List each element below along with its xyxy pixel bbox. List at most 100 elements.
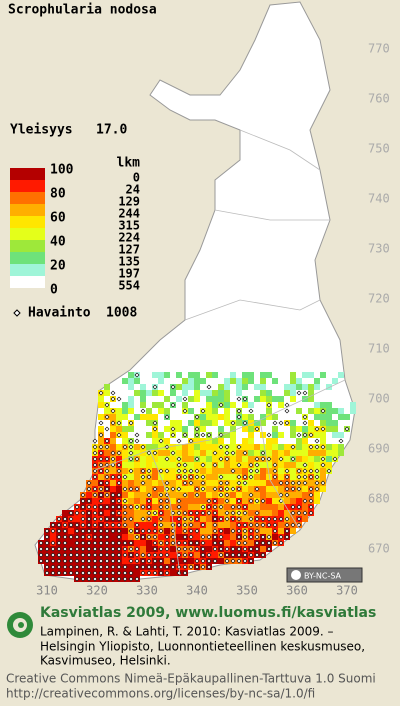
observation-marker xyxy=(116,558,122,564)
observation-marker xyxy=(86,546,92,552)
observation-marker xyxy=(212,522,218,528)
grid-cell xyxy=(332,450,338,456)
grid-cell xyxy=(266,498,272,504)
observation-marker xyxy=(254,534,260,540)
observation-marker xyxy=(194,456,200,462)
grid-cell xyxy=(98,414,104,420)
grid-cell xyxy=(260,486,266,492)
grid-cell xyxy=(140,456,146,462)
grid-cell xyxy=(140,510,146,516)
observation-marker xyxy=(50,558,56,564)
observation-marker xyxy=(152,420,158,426)
grid-cell xyxy=(236,468,242,474)
grid-cell xyxy=(248,456,254,462)
observation-marker xyxy=(176,498,182,504)
observation-marker xyxy=(242,504,248,510)
observation-marker xyxy=(182,396,188,402)
observation-marker xyxy=(236,510,242,516)
grid-cell xyxy=(230,522,236,528)
observation-marker xyxy=(98,450,104,456)
grid-cell xyxy=(194,450,200,456)
observation-marker xyxy=(86,504,92,510)
grid-cell xyxy=(158,444,164,450)
observation-marker xyxy=(68,558,74,564)
grid-cell xyxy=(122,432,128,438)
grid-cell xyxy=(212,474,218,480)
observation-label: Havainto xyxy=(28,306,91,321)
observation-marker xyxy=(164,546,170,552)
observation-marker xyxy=(230,528,236,534)
observation-marker xyxy=(98,504,104,510)
grid-cell xyxy=(152,432,158,438)
grid-cell xyxy=(206,546,212,552)
grid-cell xyxy=(128,492,134,498)
grid-cell xyxy=(314,450,320,456)
observation-marker xyxy=(254,426,260,432)
grid-cell xyxy=(188,444,194,450)
grid-cell xyxy=(110,438,116,444)
grid-cell xyxy=(194,444,200,450)
observation-marker xyxy=(236,552,242,558)
observation-marker xyxy=(248,528,254,534)
grid-cell xyxy=(164,438,170,444)
observation-marker xyxy=(206,552,212,558)
observation-marker xyxy=(230,450,236,456)
observation-marker xyxy=(176,456,182,462)
grid-cell xyxy=(194,504,200,510)
observation-marker xyxy=(182,546,188,552)
observation-marker xyxy=(134,438,140,444)
grid-cell xyxy=(266,504,272,510)
observation-marker xyxy=(134,522,140,528)
grid-cell xyxy=(212,420,218,426)
grid-cell xyxy=(242,384,248,390)
grid-cell xyxy=(110,480,116,486)
grid-cell xyxy=(134,510,140,516)
grid-cell xyxy=(260,480,266,486)
y-axis-label: 730 xyxy=(368,242,390,256)
grid-cell xyxy=(140,492,146,498)
grid-cell xyxy=(272,426,278,432)
grid-cell xyxy=(206,408,212,414)
observation-marker xyxy=(200,474,206,480)
observation-marker xyxy=(104,528,110,534)
observation-marker xyxy=(170,540,176,546)
grid-cell xyxy=(200,456,206,462)
grid-cell xyxy=(158,480,164,486)
observation-marker xyxy=(92,516,98,522)
grid-cell xyxy=(212,408,218,414)
grid-cell xyxy=(272,450,278,456)
observation-marker xyxy=(212,528,218,534)
observation-marker xyxy=(104,576,110,582)
grid-cell xyxy=(248,372,254,378)
observation-marker xyxy=(188,534,194,540)
grid-cell xyxy=(128,462,134,468)
count-value: 244 xyxy=(118,207,140,221)
grid-cell xyxy=(272,378,278,384)
observation-marker xyxy=(284,528,290,534)
observation-marker xyxy=(242,546,248,552)
citation-line: Kasvimuseo, Helsinki. xyxy=(40,654,171,668)
grid-cell xyxy=(116,414,122,420)
observation-marker xyxy=(134,372,140,378)
grid-cell xyxy=(272,438,278,444)
observation-marker xyxy=(80,546,86,552)
grid-cell xyxy=(278,444,284,450)
observation-marker xyxy=(116,462,122,468)
observation-marker xyxy=(182,432,188,438)
frequency-label: Yleisyys xyxy=(10,123,73,138)
observation-marker xyxy=(248,558,254,564)
observation-marker xyxy=(134,564,140,570)
observation-marker xyxy=(218,504,224,510)
observation-marker xyxy=(128,420,134,426)
count-value: 315 xyxy=(118,219,140,233)
observation-marker xyxy=(218,480,224,486)
observation-marker xyxy=(92,504,98,510)
observation-marker xyxy=(284,468,290,474)
grid-cell xyxy=(326,426,332,432)
observation-marker xyxy=(236,528,242,534)
grid-cell xyxy=(152,468,158,474)
grid-cell xyxy=(176,450,182,456)
observation-marker xyxy=(134,528,140,534)
observation-marker xyxy=(164,552,170,558)
observation-marker xyxy=(218,444,224,450)
